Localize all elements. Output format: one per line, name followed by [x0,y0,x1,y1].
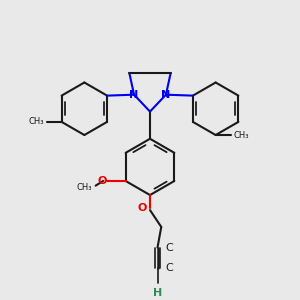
Text: O: O [138,203,147,213]
Text: CH₃: CH₃ [76,183,92,192]
Text: C: C [165,243,173,253]
Text: CH₃: CH₃ [28,117,44,126]
Text: O: O [98,176,107,186]
Text: N: N [129,90,139,100]
Text: CH₃: CH₃ [233,130,249,140]
Text: N: N [161,90,171,100]
Text: H: H [153,288,162,298]
Text: C: C [165,263,173,273]
